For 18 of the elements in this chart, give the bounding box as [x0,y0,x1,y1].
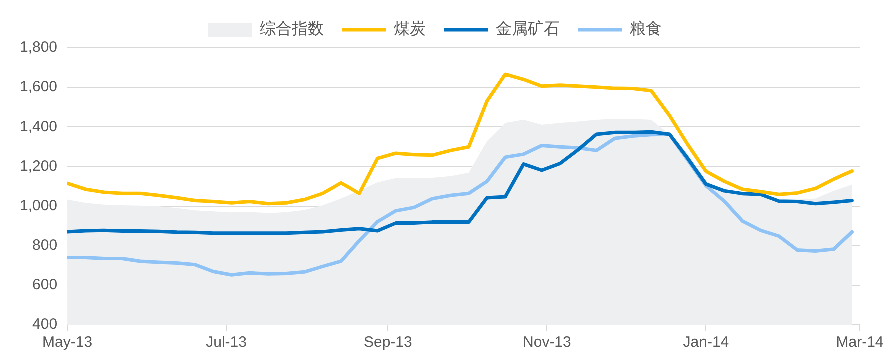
y-tick-label: 1,000 [20,197,58,214]
x-tick-label: Jul-13 [206,334,247,352]
y-tick-label: 1,800 [20,39,58,56]
legend-label: 综合指数 [260,19,324,38]
y-tick-label: 1,400 [20,118,58,136]
legend-label: 煤炭 [394,19,426,38]
y-tick-label: 1,200 [20,158,58,175]
x-tick-label: Sep-13 [364,334,412,352]
legend-label: 金属矿石 [496,19,560,38]
y-tick-label: 600 [32,276,58,294]
x-tick-label: May-13 [42,334,93,352]
x-tick-label: Nov-13 [523,334,572,352]
x-tick-label: Jan-14 [683,334,730,352]
y-tick-label: 800 [32,237,58,254]
y-tick-label: 1,600 [20,78,58,96]
y-tick-label: 400 [32,316,58,334]
legend-label: 粮食 [630,19,662,38]
x-tick-label: Mar-14 [836,334,884,352]
